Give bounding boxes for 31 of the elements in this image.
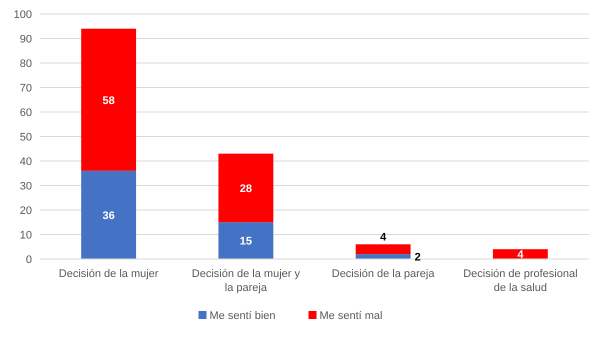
y-tick-label: 10: [20, 230, 32, 242]
y-tick-label: 100: [14, 9, 32, 21]
legend-label: Me sentí mal: [320, 310, 382, 322]
bar: [356, 254, 411, 259]
x-tick-label: Decisión de profesional de la salud: [463, 268, 578, 294]
legend-label: Me sentí bien: [210, 310, 276, 322]
bar: [81, 170, 136, 259]
x-tick-label: Decisión de la mujer: [58, 268, 159, 280]
y-tick-label: 0: [26, 254, 32, 266]
data-label: 36: [102, 210, 115, 222]
bar: [81, 28, 136, 171]
y-tick-label: 70: [20, 82, 32, 94]
data-label: 58: [102, 94, 115, 107]
bar: [492, 249, 548, 259]
bar: [218, 222, 274, 259]
data-label: 15: [240, 236, 252, 248]
y-tick-label: 90: [20, 34, 32, 46]
x-tick-label: Decisión de la mujer y la pareja: [192, 268, 300, 294]
data-label: 4: [380, 231, 388, 244]
y-tick-label: 80: [20, 58, 32, 70]
y-tick-label: 60: [20, 107, 32, 119]
data-label: 2: [414, 252, 421, 264]
y-tick-label: 30: [20, 180, 32, 192]
data-label: 28: [240, 182, 252, 195]
data-label: 4: [517, 249, 524, 262]
y-tick-label: 50: [20, 132, 32, 144]
bar: [356, 244, 411, 254]
x-tick-label: Decisión de la pareja: [332, 268, 436, 280]
y-tick-label: 40: [20, 156, 32, 168]
bar: [218, 154, 274, 222]
y-tick-label: 20: [20, 205, 32, 217]
